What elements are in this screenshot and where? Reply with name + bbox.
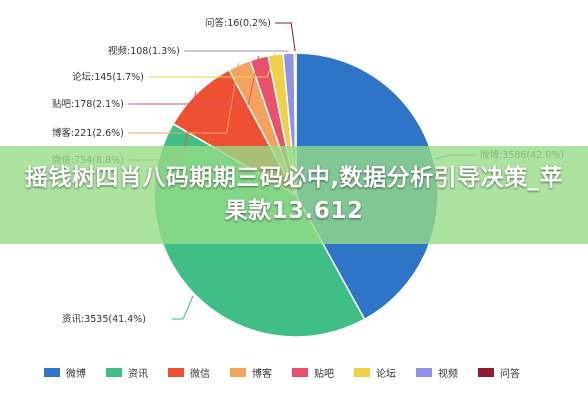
slice-label-8: 问答:16(0.2%) — [205, 17, 271, 29]
slice-label-7: 视频:108(1.3%) — [108, 45, 180, 57]
leader-line-5 — [128, 55, 260, 105]
slice-label-4: 博客:221(2.6%) — [52, 127, 124, 139]
legend-item-2: 资讯 — [106, 365, 148, 380]
slice-label-5: 贴吧:178(2.1%) — [52, 98, 124, 110]
leader-line-8 — [275, 22, 296, 52]
legend-item-8: 问答 — [478, 365, 520, 380]
legend-item-7: 视频 — [416, 365, 458, 380]
legend-item-4: 博客 — [230, 365, 272, 380]
legend-swatch — [416, 367, 432, 377]
legend-label: 资讯 — [128, 368, 148, 380]
legend-swatch — [168, 367, 184, 377]
slice-label-2: 资讯:3535(41.4%) — [62, 314, 146, 325]
slice-label-6: 论坛:145(1.7%) — [72, 71, 144, 83]
leader-line-4 — [128, 62, 240, 134]
legend-label: 论坛 — [376, 368, 396, 380]
legend-label: 问答 — [500, 368, 520, 380]
legend-label: 博客 — [252, 368, 272, 380]
legend-label: 视频 — [438, 368, 458, 380]
legend-item-1: 微博 — [44, 365, 86, 380]
chart-legend: 微博 资讯 微信 博客 贴吧 论坛 视频 问答 — [44, 362, 564, 382]
legend-swatch — [354, 367, 370, 377]
legend-swatch — [44, 367, 60, 377]
legend-label: 微信 — [190, 368, 210, 380]
leader-line-2 — [172, 295, 194, 320]
legend-label: 贴吧 — [314, 368, 334, 380]
leader-line-6 — [148, 52, 276, 78]
overlay-banner: 摇钱树四肖八码期期三码必中,数据分析引导决策_苹果款13.612 — [0, 146, 588, 244]
legend-item-6: 论坛 — [354, 365, 396, 380]
legend-item-3: 微信 — [168, 365, 210, 380]
legend-swatch — [478, 367, 494, 377]
legend-item-5: 贴吧 — [292, 365, 334, 380]
legend-label: 微博 — [66, 368, 86, 380]
legend-swatch — [106, 367, 122, 377]
banner-text: 摇钱树四肖八码期期三码必中,数据分析引导决策_苹果款13.612 — [24, 165, 564, 224]
legend-swatch — [292, 367, 308, 377]
legend-swatch — [230, 367, 246, 377]
